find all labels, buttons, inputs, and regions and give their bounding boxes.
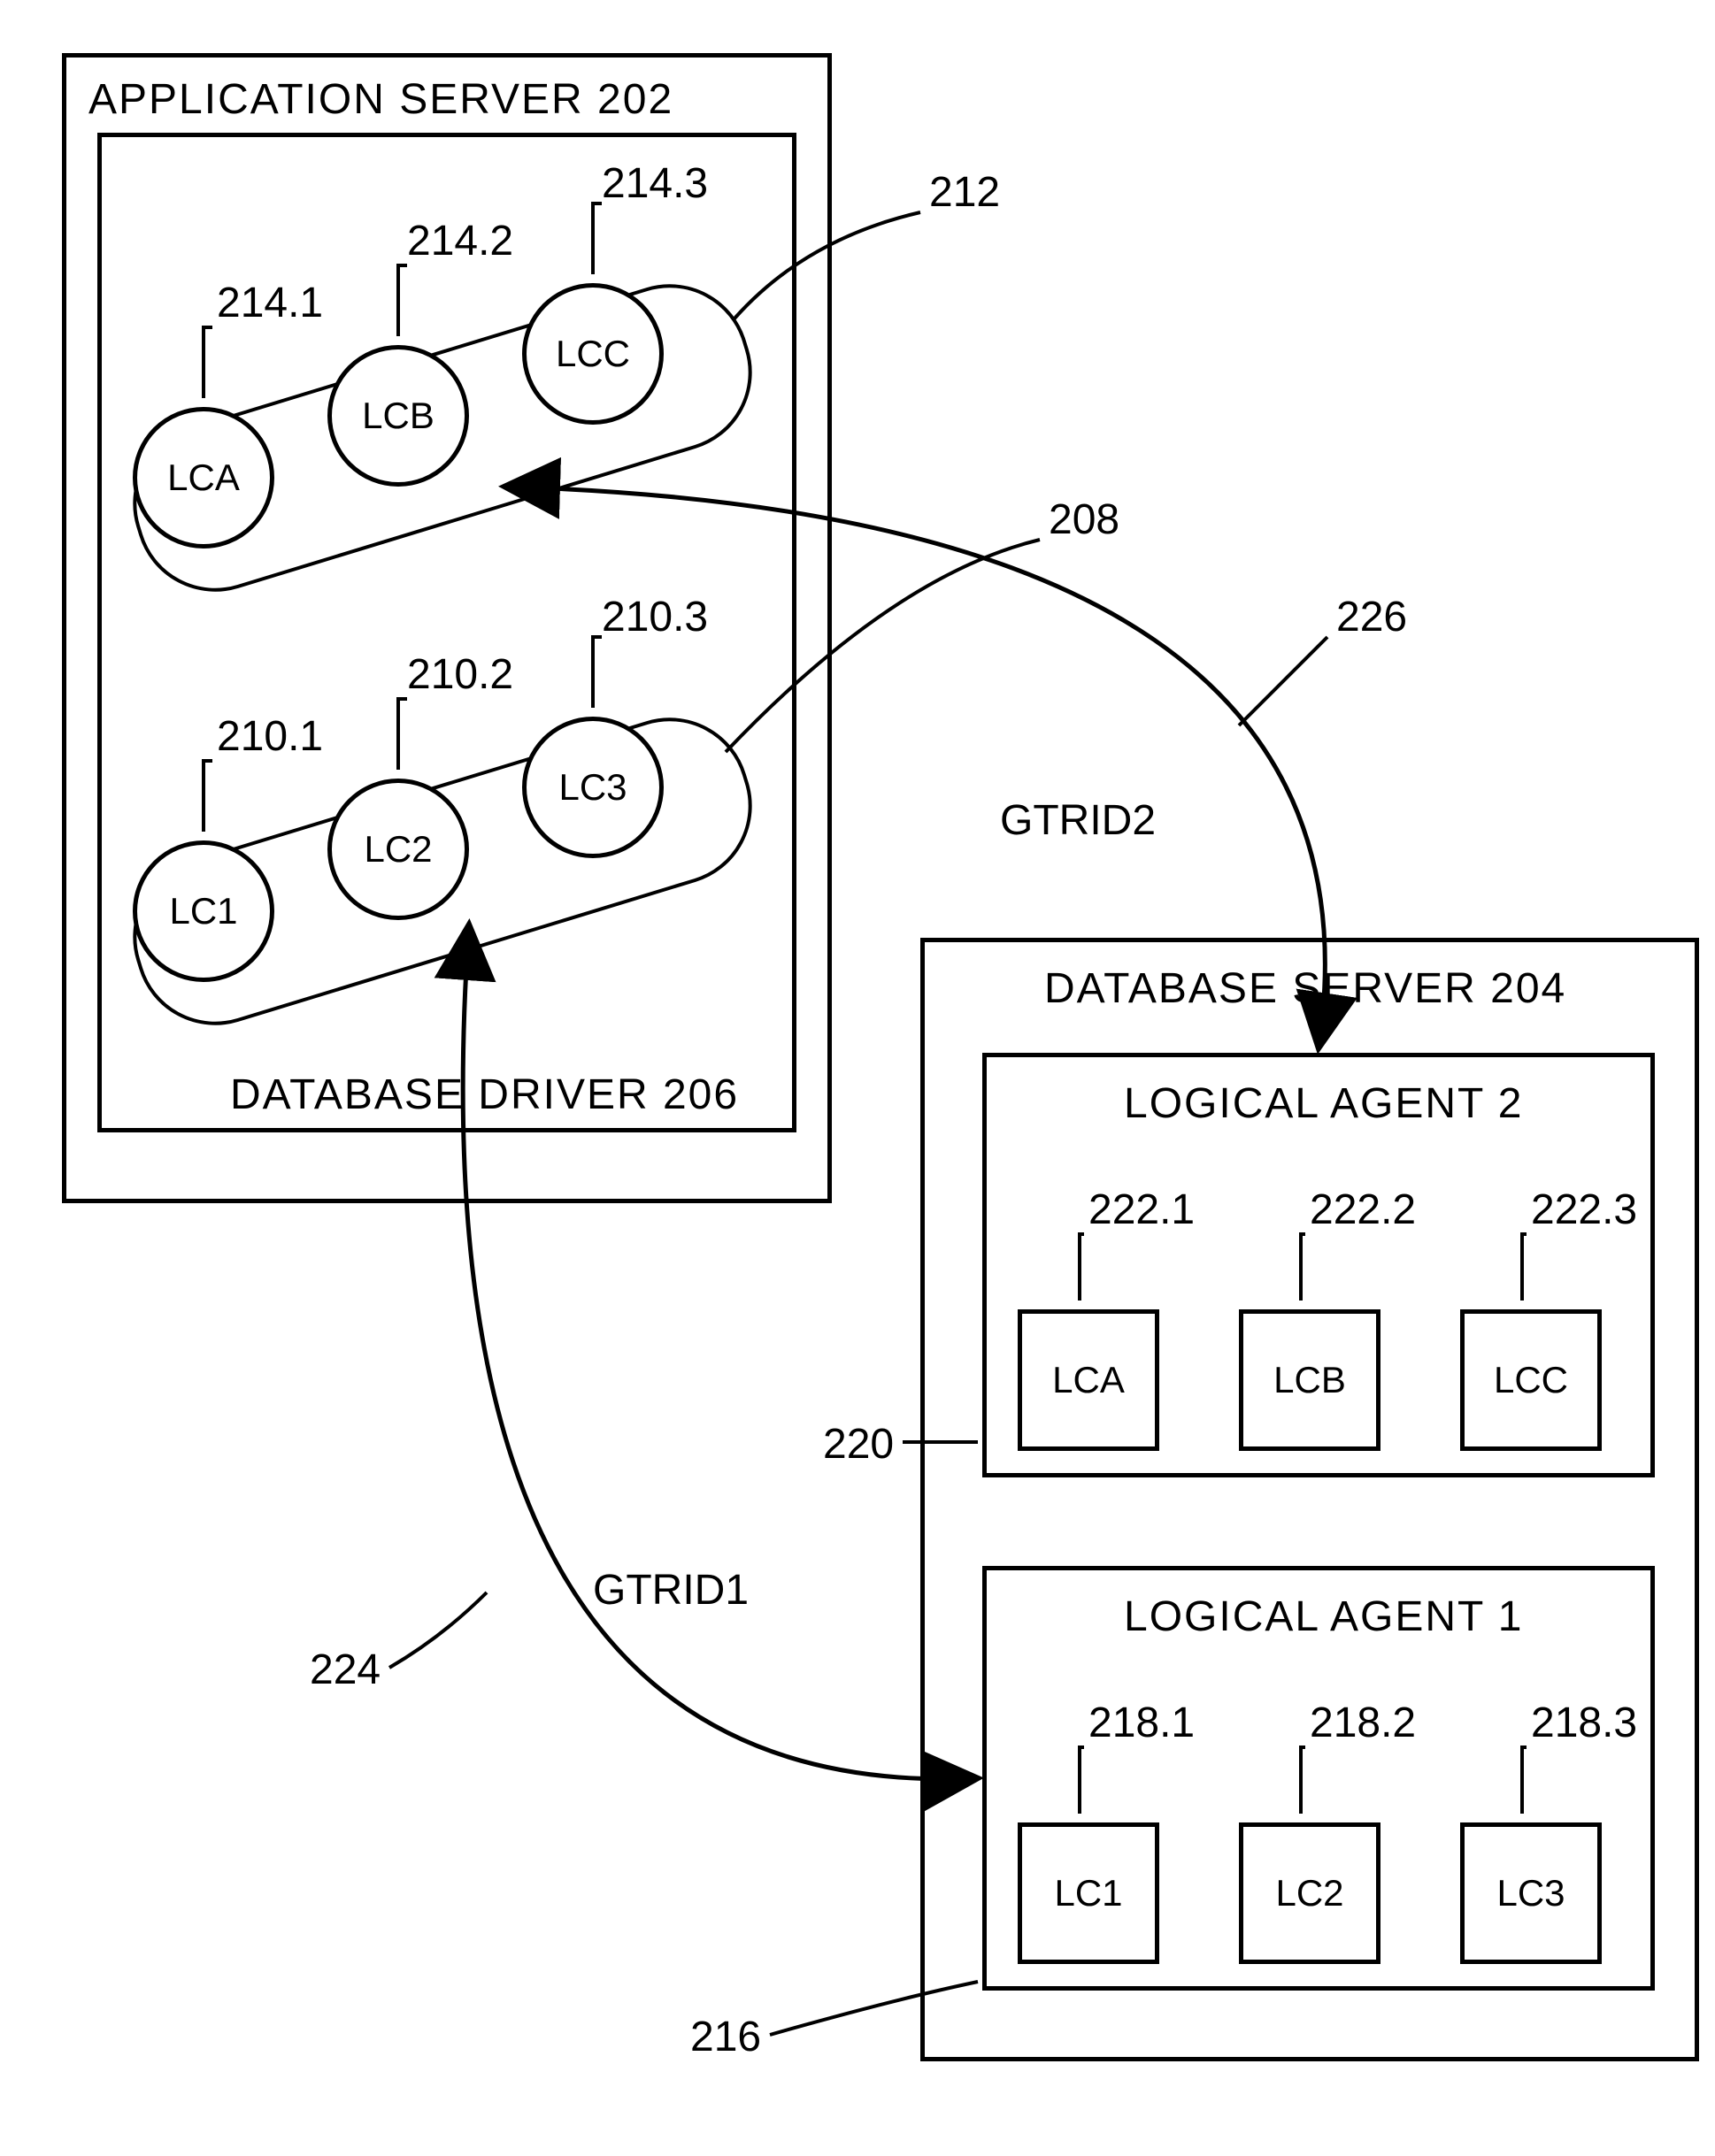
ref-gtrid1: GTRID1 — [593, 1566, 749, 1615]
circle-lc2-label: LC2 — [364, 828, 432, 871]
ref-208: 208 — [1049, 495, 1119, 544]
app-server-title: APPLICATION SERVER 202 — [88, 75, 673, 124]
sq-lc3: LC3 — [1460, 1822, 1602, 1964]
ref-216: 216 — [690, 2013, 761, 2061]
db-server-title: DATABASE SERVER 204 — [1044, 964, 1566, 1013]
circle-lcb: LCB — [327, 345, 469, 487]
sq-lc3-label: LC3 — [1496, 1872, 1565, 1914]
ref-212: 212 — [929, 168, 1000, 217]
ref-222-3: 222.3 — [1531, 1185, 1637, 1234]
circle-lca-label: LCA — [167, 457, 240, 499]
circle-lc3-label: LC3 — [558, 766, 627, 809]
logical-agent-1-title: LOGICAL AGENT 1 — [1124, 1592, 1524, 1641]
sq-lca: LCA — [1018, 1309, 1159, 1451]
ref-226: 226 — [1336, 593, 1407, 641]
circle-lc3: LC3 — [522, 717, 664, 858]
sq-lcc-label: LCC — [1494, 1359, 1568, 1401]
sq-lcc: LCC — [1460, 1309, 1602, 1451]
circle-lcb-label: LCB — [362, 395, 435, 437]
ref-222-1: 222.1 — [1088, 1185, 1195, 1234]
ref-220: 220 — [823, 1420, 894, 1469]
ref-210-2: 210.2 — [407, 650, 513, 699]
circle-lcc: LCC — [522, 283, 664, 425]
circle-lc2: LC2 — [327, 779, 469, 920]
db-driver-title: DATABASE DRIVER 206 — [230, 1070, 739, 1119]
ref-214-3: 214.3 — [602, 159, 708, 208]
diagram-canvas: APPLICATION SERVER 202 DATABASE DRIVER 2… — [27, 27, 1715, 2129]
ref-218-2: 218.2 — [1310, 1699, 1416, 1747]
sq-lcb-label: LCB — [1273, 1359, 1346, 1401]
circle-lc1: LC1 — [133, 840, 274, 982]
ref-222-2: 222.2 — [1310, 1185, 1416, 1234]
ref-214-2: 214.2 — [407, 217, 513, 265]
sq-lc1: LC1 — [1018, 1822, 1159, 1964]
circle-lca: LCA — [133, 407, 274, 549]
sq-lc2: LC2 — [1239, 1822, 1380, 1964]
ref-224: 224 — [310, 1646, 381, 1694]
sq-lcb: LCB — [1239, 1309, 1380, 1451]
ref-210-1: 210.1 — [217, 712, 323, 761]
circle-lcc-label: LCC — [556, 333, 630, 375]
ref-218-3: 218.3 — [1531, 1699, 1637, 1747]
ref-gtrid2: GTRID2 — [1000, 796, 1156, 845]
ref-210-3: 210.3 — [602, 593, 708, 641]
ref-214-1: 214.1 — [217, 279, 323, 327]
ref-218-1: 218.1 — [1088, 1699, 1195, 1747]
logical-agent-2-title: LOGICAL AGENT 2 — [1124, 1079, 1524, 1128]
circle-lc1-label: LC1 — [169, 890, 237, 932]
sq-lc2-label: LC2 — [1275, 1872, 1343, 1914]
sq-lc1-label: LC1 — [1054, 1872, 1122, 1914]
sq-lca-label: LCA — [1052, 1359, 1125, 1401]
